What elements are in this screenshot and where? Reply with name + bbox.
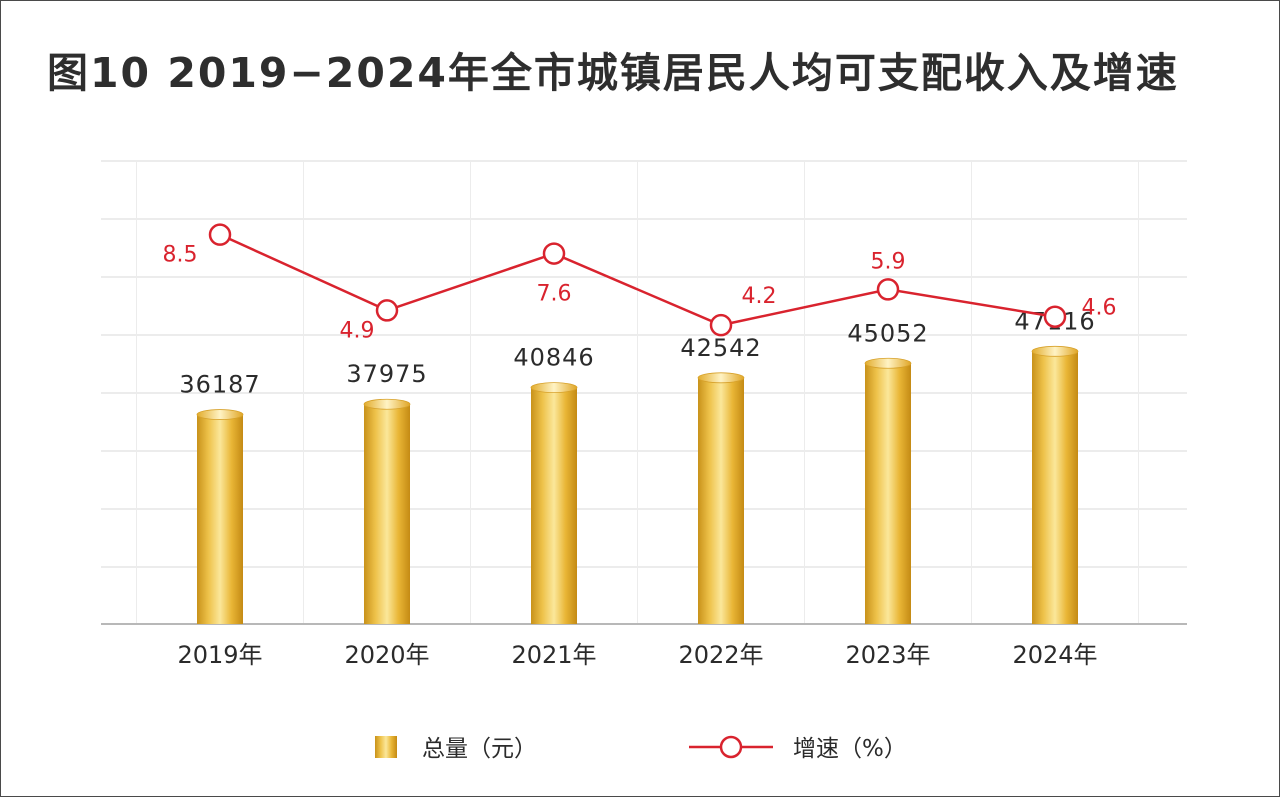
bar-body: [197, 414, 243, 624]
rate-point: [208, 223, 232, 246]
rate-point: [375, 299, 399, 322]
bar-cap: [363, 398, 411, 410]
x-tick-label: 2022年: [678, 641, 763, 669]
bar-value-label: 37975: [346, 360, 427, 388]
rate-point: [1043, 305, 1067, 328]
rate-value-label: 4.6: [1082, 296, 1117, 321]
rate-value-label: 7.6: [537, 282, 572, 307]
bar-2023年: 45052: [847, 319, 928, 624]
x-tick-label: 2023年: [845, 641, 930, 669]
rate-value-label: 5.9: [871, 249, 906, 274]
legend-bar-swatch: [375, 736, 397, 758]
rate-point: [876, 278, 900, 301]
rate-point: [542, 242, 566, 265]
rate-value-label: 8.5: [163, 243, 198, 268]
bar-2019年: 36187: [179, 371, 260, 624]
bar-2024年: 47116: [1014, 307, 1095, 624]
bar-body: [865, 363, 911, 624]
bar-body: [364, 404, 410, 624]
rate-value-label: 4.2: [742, 284, 777, 309]
legend-line-label: 增速（%）: [793, 736, 907, 762]
bar-2020年: 37975: [346, 360, 427, 624]
bar-cap: [697, 372, 745, 384]
bar-series: 36187 37975 40846 42542 45052 47116: [179, 307, 1095, 624]
bar-cap: [196, 409, 244, 420]
rate-value-label: 4.9: [340, 318, 375, 343]
bar-2022年: 42542: [680, 334, 761, 624]
rate-line: [219, 233, 1056, 327]
chart-title: 图10 2019−2024年全市城镇居民人均可支配收入及增速: [47, 49, 1179, 97]
bar-cap: [864, 357, 912, 369]
legend-bar-label: 总量（元）: [422, 736, 537, 762]
legend-item-line: 增速（%）: [689, 735, 907, 762]
x-tick-label: 2020年: [344, 641, 429, 669]
bar-cap: [530, 382, 578, 394]
bar-body: [1032, 351, 1078, 624]
bar-2021年: 40846: [513, 344, 594, 624]
bar-body: [531, 387, 577, 624]
bar-body: [698, 377, 744, 624]
bar-value-label: 42542: [680, 334, 761, 362]
rate-point: [709, 313, 733, 337]
x-tick-label: 2024年: [1012, 641, 1097, 669]
legend: 总量（元） 增速（%）: [375, 735, 907, 762]
grid-lines: [101, 160, 1187, 625]
bar-value-label: 40846: [513, 344, 594, 372]
legend-item-bar: 总量（元）: [375, 736, 537, 762]
bar-value-label: 45052: [847, 319, 928, 347]
x-tick-label: 2021年: [511, 641, 596, 669]
rate-series: 8.5 4.9 7.6 4.2 5.9 4.6: [163, 223, 1117, 343]
x-axis-tick-labels: 2019年 2020年 2021年 2022年 2023年 2024年: [177, 641, 1097, 669]
bar-cap: [1031, 345, 1079, 357]
x-tick-label: 2019年: [177, 641, 262, 669]
legend-line-marker: [719, 735, 743, 759]
bar-value-label: 36187: [179, 371, 260, 399]
